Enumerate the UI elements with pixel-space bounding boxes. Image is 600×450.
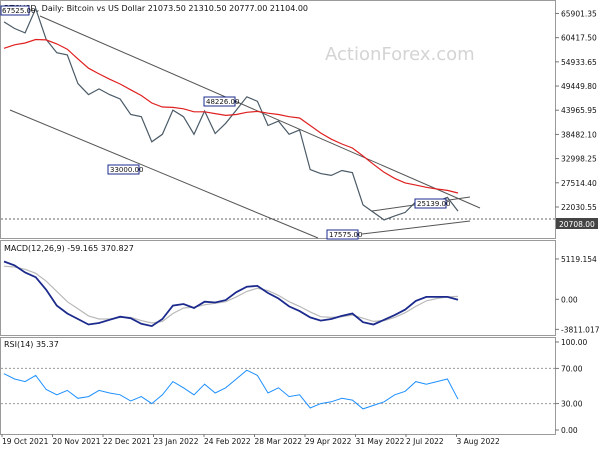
annotation-high: 67525.00 xyxy=(0,5,35,16)
y-tick-label: 30.00 xyxy=(561,400,583,409)
y-tick-label: 49449.80 xyxy=(561,82,597,91)
x-tick-label: 29 Apr 2022 xyxy=(305,437,352,446)
rsi-panel-frame xyxy=(0,337,556,435)
y-tick-label: 0.00 xyxy=(561,426,578,435)
annotation-june-low: 17575.00 xyxy=(326,229,362,240)
current-price-tag xyxy=(556,218,598,229)
x-tick-label: 22 Dec 2021 xyxy=(103,437,151,446)
annotation-july-high: 25139.00 xyxy=(414,198,450,209)
y-tick-label: 65901.35 xyxy=(561,9,597,18)
moving-average-line xyxy=(3,38,459,194)
price-y-axis: 65901.35 60417.50 54933.65 49449.80 43965.95… xyxy=(555,9,597,212)
x-tick-label: 20 Nov 2021 xyxy=(53,437,101,446)
price-series-line xyxy=(3,6,459,221)
current-price-tag-label: 20708.00 xyxy=(559,220,595,229)
macd-signal-line xyxy=(3,265,459,324)
y-tick-label: 43965.95 xyxy=(561,106,597,115)
annotation-march-high: 48226.00 xyxy=(203,96,239,107)
y-tick-label: 100.00 xyxy=(561,338,587,347)
y-tick-label: 38482.10 xyxy=(561,130,597,139)
annotation-january-low-box xyxy=(107,164,140,175)
annotation-march-high-box xyxy=(203,96,236,107)
annotation-july-high-label: 25139.00 xyxy=(417,200,450,208)
annotation-june-low-box xyxy=(326,229,359,240)
y-tick-label: 0.00 xyxy=(561,295,578,304)
annotation-high-box xyxy=(0,5,30,16)
annotation-january-low: 33000.00 xyxy=(107,164,143,175)
rsi-y-axis: 100.00 70.00 30.00 0.00 xyxy=(1,338,587,435)
y-tick-label: 54933.65 xyxy=(561,58,597,67)
price-panel-frame xyxy=(0,0,556,239)
macd-panel-frame xyxy=(0,240,556,336)
watermark: ActionForex.com xyxy=(325,44,475,65)
x-tick-label: 28 Mar 2022 xyxy=(255,437,303,446)
y-tick-label: 32998.25 xyxy=(561,155,597,164)
y-tick-label: 22030.55 xyxy=(561,203,597,212)
annotation-high-label: 67525.00 xyxy=(2,7,35,15)
macd-title: MACD(12,26,9) -59.165 370.827 xyxy=(4,244,134,253)
annotation-march-high-label: 48226.00 xyxy=(206,98,239,106)
annotation-june-low-label: 17575.00 xyxy=(329,231,362,239)
x-tick-label: 23 Jan 2022 xyxy=(154,437,199,446)
date-axis: 19 Oct 2021 20 Nov 2021 22 Dec 2021 23 Jan … xyxy=(1,434,500,446)
x-tick-label: 31 May 2022 xyxy=(356,437,405,446)
y-tick-label: 60417.50 xyxy=(561,34,597,43)
channel-lower-line xyxy=(9,109,319,239)
y-tick-label: -3811.017 xyxy=(561,325,600,334)
x-tick-label: 19 Oct 2021 xyxy=(2,437,49,446)
macd-y-axis: 5119.154 0.00 -3811.017 xyxy=(555,255,600,334)
annotation-july-high-box xyxy=(414,198,447,209)
x-tick-label: 24 Feb 2022 xyxy=(204,437,251,446)
x-tick-label: 3 Aug 2022 xyxy=(457,437,500,446)
annotation-january-low-label: 33000.00 xyxy=(110,166,143,174)
triangle-lower-line xyxy=(361,220,471,235)
y-tick-label: 70.00 xyxy=(561,364,583,373)
rsi-line xyxy=(3,369,459,410)
macd-main-line xyxy=(3,260,459,328)
price-chart-title: BTCUSD, Daily: Bitcoin vs US Dollar 2107… xyxy=(4,4,308,13)
y-tick-label: 5119.154 xyxy=(561,255,597,264)
y-tick-label: 27514.40 xyxy=(561,179,597,188)
x-tick-label: 2 Jul 2022 xyxy=(406,437,444,446)
rsi-title: RSI(14) 35.37 xyxy=(4,340,59,349)
